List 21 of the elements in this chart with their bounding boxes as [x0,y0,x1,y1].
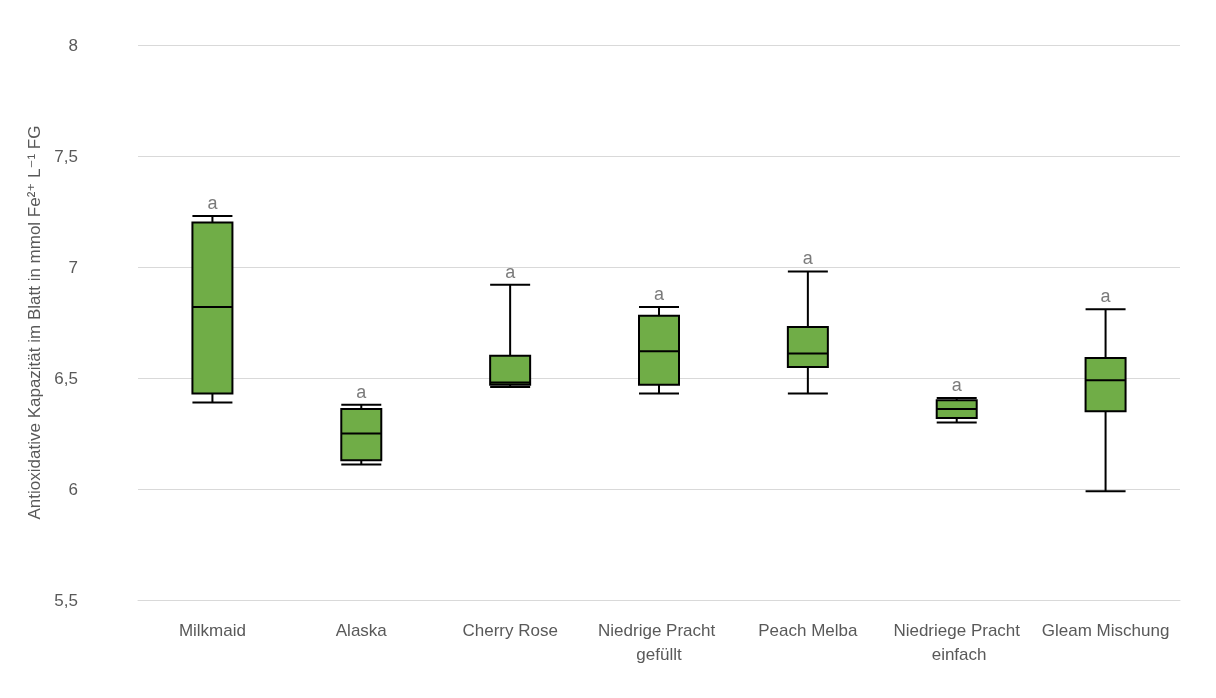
x-tick-label: Cherry Rose [462,620,558,640]
annotation: a [1100,286,1112,307]
annotation: a [802,248,814,269]
y-tick-label: 6,5 [54,368,78,388]
x-tick-label: Peach Melba [758,620,859,640]
x-tick-label: Niedrige Pracht gefüllt [598,620,720,664]
x-tick-label: Gleam Mischung [1041,620,1170,640]
y-axis-title: Antioxidative Kapazität im Blatt in mmol Fe²⁺ L⁻¹ FG [25,125,45,520]
annotation: a [356,381,368,402]
x-tick-label: Niedriege Pracht einfach [893,620,1021,664]
annotation: a [951,374,963,395]
y-tick-label: 7,5 [54,146,78,166]
annotation: a [207,192,219,213]
y-tick-label: 7 [68,257,78,277]
x-tick-label: Alaska [335,620,388,640]
y-tick-label: 8 [68,35,78,55]
y-tick-label: 6 [68,479,78,499]
annotation: a [505,261,517,282]
annotation: a [653,283,665,304]
y-tick-label: 5,5 [54,590,78,610]
x-tick-label: Milkmaid [178,620,246,640]
